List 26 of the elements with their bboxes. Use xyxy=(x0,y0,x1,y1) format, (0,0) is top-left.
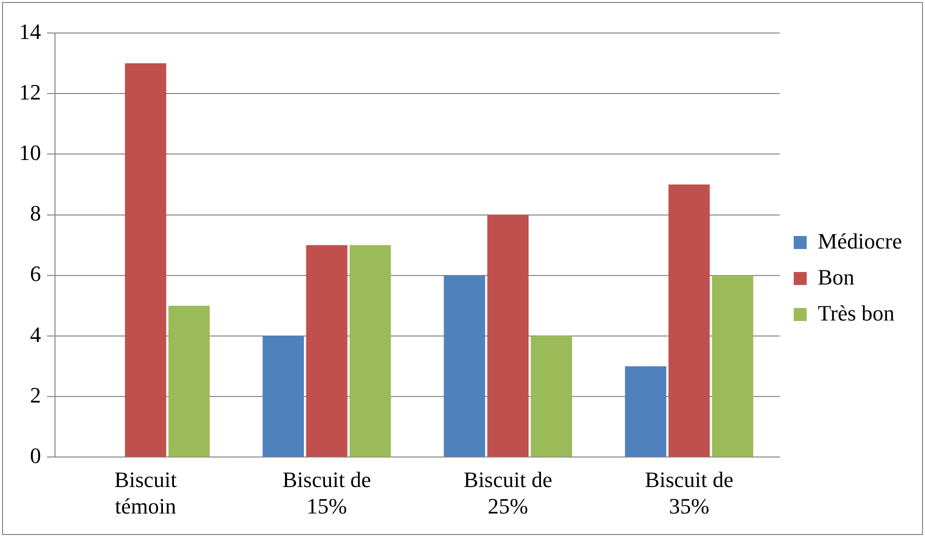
x-tick-label: Biscuit de 15% xyxy=(282,467,372,519)
y-tick-label: 0 xyxy=(30,442,41,468)
bar xyxy=(306,245,348,457)
bar xyxy=(668,184,710,457)
y-tick-label: 12 xyxy=(19,79,41,104)
x-tick-label: Biscuit de 25% xyxy=(464,467,552,519)
bar xyxy=(444,275,486,457)
bar xyxy=(124,63,166,457)
legend-label: Très bon xyxy=(818,300,895,326)
bar xyxy=(487,214,529,457)
bar xyxy=(168,306,210,457)
bar xyxy=(712,275,754,457)
y-tick-label: 14 xyxy=(19,18,41,44)
legend-label: Médiocre xyxy=(818,228,902,254)
legend-label: Bon xyxy=(818,264,854,290)
y-tick-label: 10 xyxy=(19,140,41,165)
x-tick-label: Biscuit témoin xyxy=(114,467,177,519)
bar xyxy=(262,336,304,457)
y-tick-label: 4 xyxy=(30,322,41,347)
bar xyxy=(530,336,572,457)
y-tick-label: 2 xyxy=(30,382,41,408)
bar xyxy=(350,245,391,457)
x-tick-label: Biscuit de 35% xyxy=(644,467,734,519)
y-tick-label: 8 xyxy=(30,200,41,226)
y-tick-label: 6 xyxy=(30,261,41,286)
bar xyxy=(624,366,666,457)
